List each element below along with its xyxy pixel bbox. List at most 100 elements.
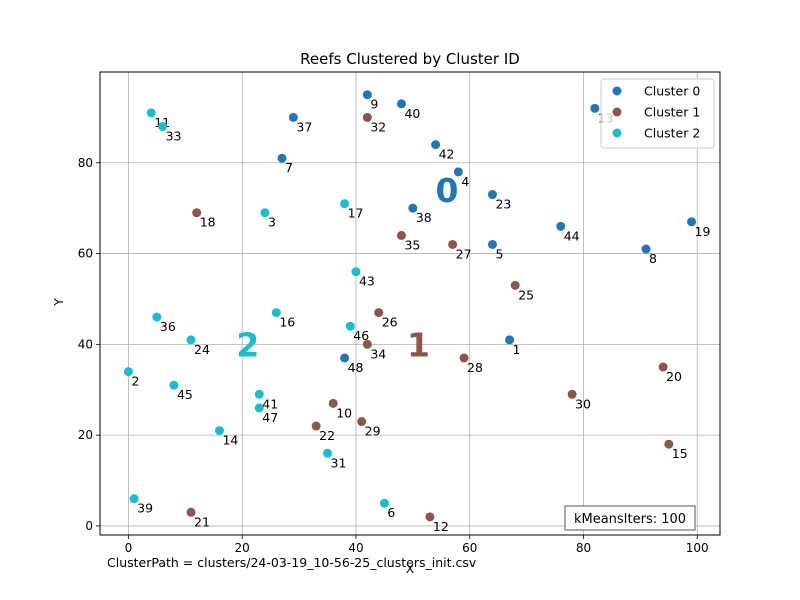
point-id-label: 44 — [564, 228, 580, 243]
data-point — [129, 494, 139, 504]
point-id-label: 40 — [404, 106, 420, 121]
legend-marker — [612, 107, 622, 117]
point-id-label: 10 — [336, 405, 352, 420]
point-id-label: 20 — [666, 369, 682, 384]
point-id-label: 17 — [348, 206, 364, 221]
point-id-label: 14 — [222, 433, 238, 448]
data-point — [374, 308, 384, 318]
data-point — [192, 208, 202, 218]
legend-label: Cluster 1 — [644, 105, 700, 120]
y-tick-label: 60 — [78, 247, 93, 261]
plot-frame — [99, 71, 721, 536]
data-points: 9403742742338441958131483218352725263428… — [123, 90, 711, 534]
point-id-label: 38 — [416, 210, 432, 225]
point-id-label: 41 — [262, 396, 278, 411]
x-tick-label: 0 — [125, 541, 133, 555]
data-point — [146, 108, 156, 118]
point-id-label: 1 — [513, 342, 521, 357]
data-point — [271, 308, 281, 318]
point-id-label: 27 — [456, 246, 472, 261]
data-point — [453, 167, 463, 177]
data-point — [431, 140, 441, 150]
point-id-label: 33 — [166, 128, 182, 143]
point-id-label: 15 — [672, 446, 688, 461]
x-tick-label: 80 — [576, 541, 591, 555]
data-point — [448, 239, 458, 249]
point-id-label: 22 — [319, 428, 335, 443]
data-point — [396, 99, 406, 109]
x-tick-label: 40 — [348, 541, 363, 555]
point-id-label: 31 — [331, 455, 347, 470]
data-point — [396, 230, 406, 240]
data-point — [311, 421, 321, 431]
point-id-label: 46 — [353, 328, 369, 343]
legend-marker — [612, 128, 622, 138]
data-point — [487, 190, 497, 200]
legend-frame — [600, 78, 715, 149]
grid-lines — [100, 72, 720, 535]
point-id-label: 18 — [200, 215, 216, 230]
data-point — [158, 121, 168, 131]
point-id-label: 8 — [649, 251, 657, 266]
point-id-label: 39 — [137, 501, 153, 516]
data-point — [186, 335, 196, 345]
point-id-label: 42 — [439, 147, 455, 162]
cluster-centroid-label: 1 — [407, 325, 430, 364]
point-id-label: 34 — [370, 346, 386, 361]
point-id-label: 19 — [695, 224, 711, 239]
legend-label: Cluster 0 — [644, 84, 700, 99]
point-id-label: 4 — [461, 174, 469, 189]
data-point — [323, 448, 333, 458]
cluster-path-footer: ClusterPath = clusters/24-03-19_10-56-25… — [107, 555, 477, 570]
point-id-label: 6 — [387, 505, 395, 520]
data-point — [277, 153, 287, 163]
point-id-label: 43 — [359, 274, 375, 289]
legend: Cluster 0 Cluster 1 Cluster 2 — [600, 78, 715, 149]
cluster-centroid-label: 2 — [236, 325, 259, 364]
data-point — [505, 335, 515, 345]
y-tick-label: 80 — [78, 156, 93, 170]
x-tick-label: 60 — [462, 541, 477, 555]
point-id-label: 5 — [495, 246, 503, 261]
data-point — [425, 512, 435, 522]
point-id-label: 3 — [268, 215, 276, 230]
y-tick-label: 20 — [78, 428, 93, 442]
point-id-label: 32 — [370, 119, 386, 134]
point-id-label: 47 — [262, 410, 278, 425]
data-point — [362, 112, 372, 122]
data-point — [169, 380, 179, 390]
cluster-centroid-labels: 0 1 2 — [236, 171, 458, 364]
point-id-label: 30 — [575, 396, 591, 411]
point-id-label: 28 — [467, 360, 483, 375]
data-point — [590, 103, 600, 113]
legend-marker — [612, 86, 622, 96]
data-point — [459, 353, 469, 363]
point-id-label: 26 — [382, 315, 398, 330]
point-id-label: 12 — [433, 519, 449, 534]
x-axis-label: X — [406, 562, 414, 576]
point-id-label: 21 — [194, 514, 210, 529]
data-point — [487, 239, 497, 249]
x-tick-label: 100 — [686, 541, 709, 555]
point-id-label: 29 — [365, 424, 381, 439]
point-id-label: 2 — [131, 374, 139, 389]
data-point — [687, 217, 697, 227]
data-point — [357, 417, 367, 427]
point-id-label: 35 — [404, 237, 420, 252]
data-point — [254, 389, 264, 399]
data-point — [123, 367, 133, 377]
data-point — [362, 90, 372, 100]
point-id-label: 9 — [370, 97, 378, 112]
data-point — [510, 280, 520, 290]
data-point — [186, 507, 196, 517]
data-point — [556, 221, 566, 231]
x-tick-label: 20 — [235, 541, 250, 555]
data-point — [664, 439, 674, 449]
data-point — [351, 267, 361, 277]
legend-label: Cluster 2 — [644, 126, 700, 141]
point-id-label: 16 — [279, 315, 295, 330]
point-id-label: 25 — [518, 287, 534, 302]
chart-title: Reefs Clustered by Cluster ID — [300, 50, 520, 68]
point-id-label: 23 — [495, 197, 511, 212]
